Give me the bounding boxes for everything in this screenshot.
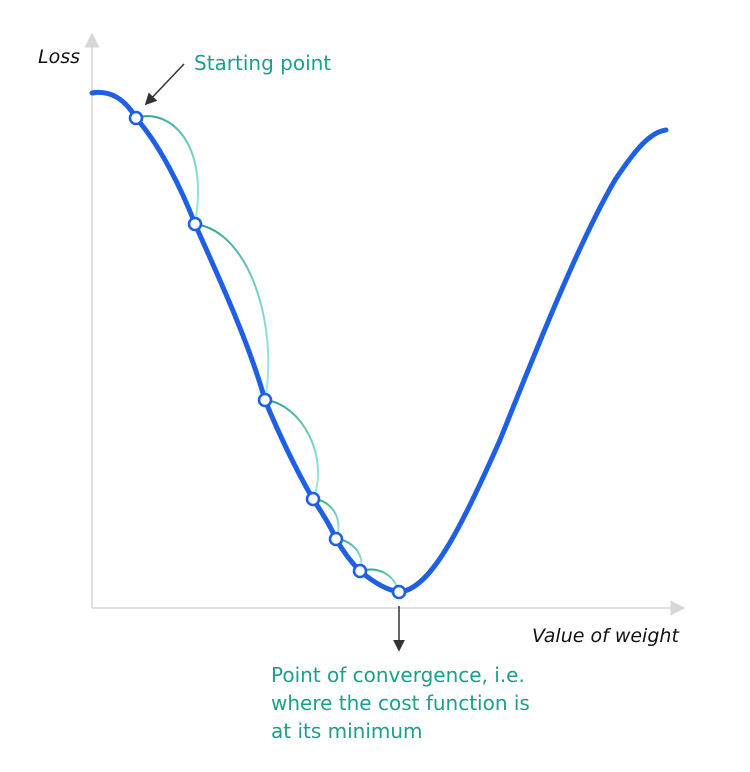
starting-point-marker [128,110,144,126]
convergence-label-line-3: at its minimum [271,719,423,743]
step-arc-3 [264,399,319,500]
step-point-3 [257,392,273,408]
step-arc-2 [194,223,270,401]
gradient-steps [135,115,400,593]
convergence-label-line-1: Point of convergence, i.e. [271,663,525,687]
x-axis-label: Value of weight [532,625,680,647]
step-point-6 [352,563,368,579]
convergence-point-marker [391,584,407,600]
convergence-label: Point of convergence, i.e. where the cos… [271,663,536,743]
y-axis-label: Loss [38,46,80,68]
convergence-label-line-2: where the cost function is [271,691,530,715]
loss-curve [89,89,669,595]
starting-point-arrow [144,63,185,106]
step-arc-1 [135,115,200,225]
step-points [128,110,407,600]
step-point-2 [187,216,203,232]
step-point-5 [328,531,344,547]
step-point-4 [305,491,321,507]
starting-point-label: Starting point [194,51,331,75]
